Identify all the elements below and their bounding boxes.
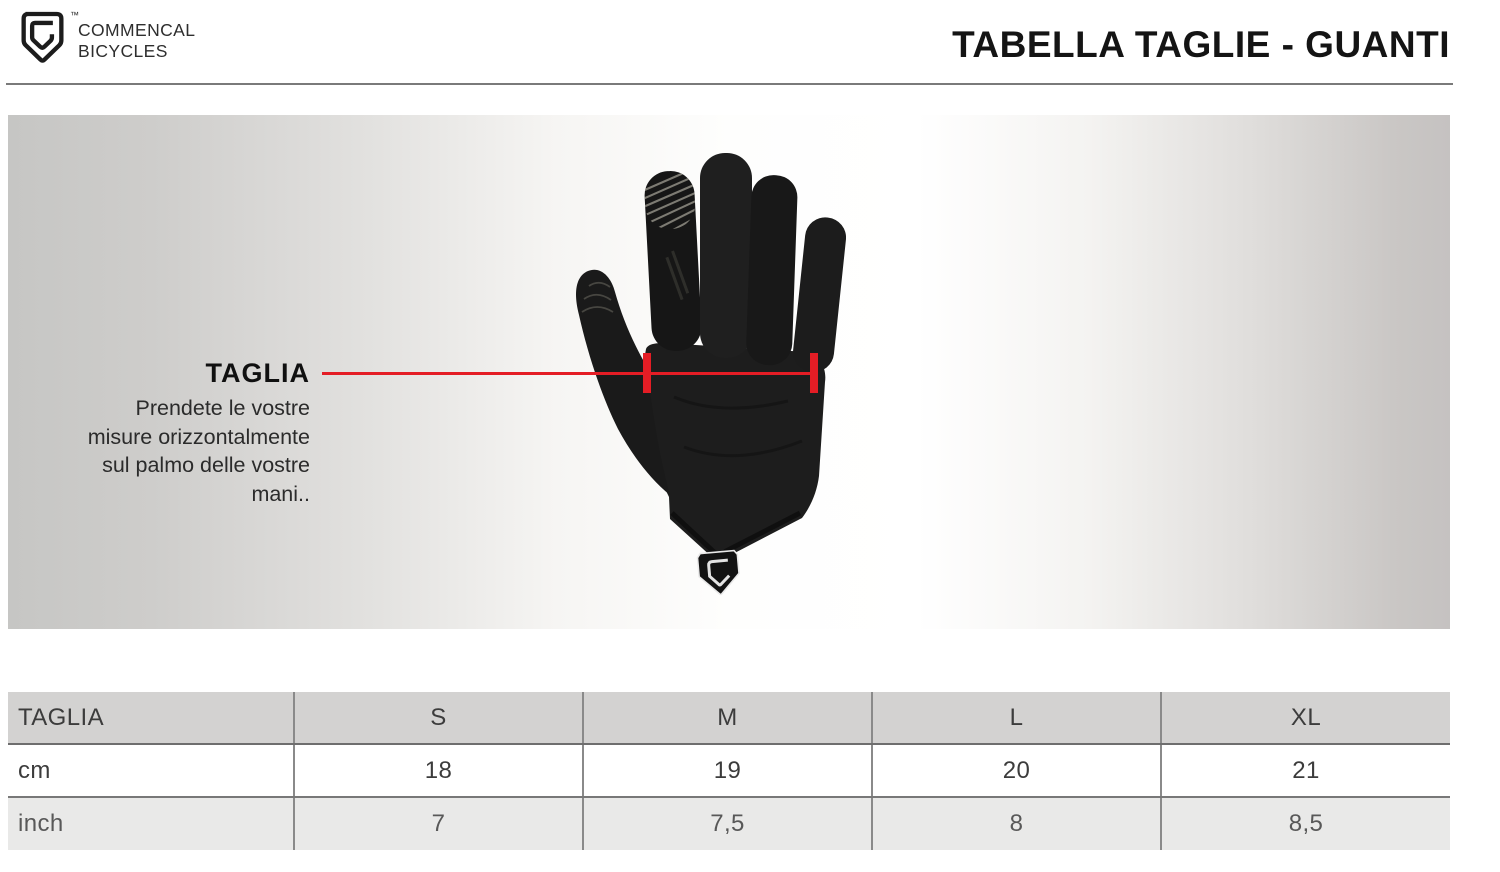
cell-inch-xl: 8,5 bbox=[1160, 797, 1450, 850]
hero-description-line-2: misure orizzontalmente bbox=[87, 424, 310, 449]
size-table-row-inch: inch 7 7,5 8 8,5 bbox=[8, 797, 1450, 850]
size-table-header-m: M bbox=[582, 692, 872, 745]
cell-cm-m: 19 bbox=[582, 744, 872, 798]
glove-palm-image bbox=[576, 153, 846, 596]
size-table-header-l: L bbox=[871, 692, 1161, 745]
page-title: TABELLA TAGLIE - GUANTI bbox=[952, 24, 1450, 65]
cell-cm-xl: 21 bbox=[1160, 744, 1450, 798]
brand-name-line2: BICYCLES bbox=[78, 40, 168, 61]
trademark-symbol: ™ bbox=[70, 10, 79, 20]
measurement-instructions: TAGLIA Prendete le vostre misure orizzon… bbox=[28, 358, 310, 508]
size-table: TAGLIA S M L XL cm 18 19 20 21 inch 7 7,… bbox=[8, 692, 1450, 850]
size-table-header-xl: XL bbox=[1160, 692, 1450, 745]
size-table-header-taglia: TAGLIA bbox=[8, 692, 294, 745]
hero-description-line-4: mani.. bbox=[251, 481, 310, 506]
cell-cm-l: 20 bbox=[871, 744, 1161, 798]
commencal-shield-logo-icon bbox=[21, 11, 64, 63]
measurement-marker-left bbox=[643, 353, 651, 393]
hero-banner: TAGLIA Prendete le vostre misure orizzon… bbox=[8, 115, 1450, 629]
hero-label: TAGLIA bbox=[205, 358, 310, 388]
row-label-inch: inch bbox=[8, 797, 294, 850]
size-table-header-s: S bbox=[293, 692, 583, 745]
brand-name-line1: COMMENCAL bbox=[78, 19, 196, 40]
size-table-header-row: TAGLIA S M L XL bbox=[8, 692, 1450, 745]
size-table-row-cm: cm 18 19 20 21 bbox=[8, 744, 1450, 798]
header-divider bbox=[6, 83, 1453, 85]
row-label-cm: cm bbox=[8, 744, 294, 798]
cell-inch-s: 7 bbox=[293, 797, 583, 850]
cell-inch-l: 8 bbox=[871, 797, 1161, 850]
hero-description-line-3: sul palmo delle vostre bbox=[102, 453, 310, 477]
cell-cm-s: 18 bbox=[293, 744, 583, 798]
brand-name: COMMENCAL BICYCLES bbox=[78, 16, 195, 62]
cell-inch-m: 7,5 bbox=[582, 797, 872, 850]
brand: ™ COMMENCAL BICYCLES bbox=[18, 10, 195, 67]
hero-description-line-1: Prendete le vostre bbox=[135, 396, 311, 420]
measurement-line bbox=[322, 372, 818, 375]
measurement-marker-right bbox=[810, 353, 818, 393]
